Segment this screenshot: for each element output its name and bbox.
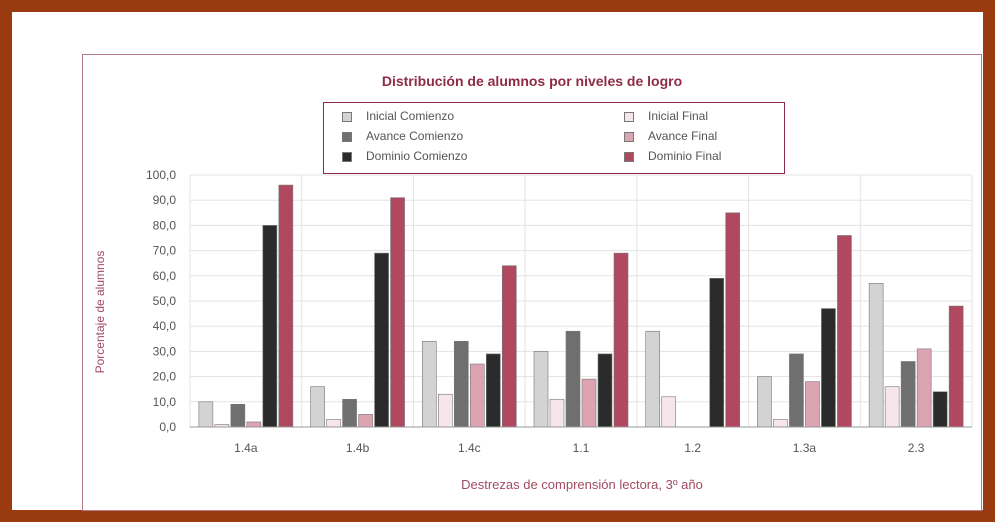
chart-container: Distribución de alumnos por niveles de l…: [82, 54, 982, 511]
x-tick-label: 1.4a: [234, 441, 258, 455]
bar: [661, 396, 677, 428]
y-tick-label: 60,0: [153, 269, 177, 283]
bar: [326, 419, 341, 428]
y-tick-label: 40,0: [153, 319, 177, 333]
bar: [773, 419, 788, 428]
y-tick-label: 80,0: [153, 218, 177, 232]
chart-legend: Inicial Comienzo Avance Comienzo Dominio…: [323, 102, 785, 174]
y-tick-label: 100,0: [146, 168, 176, 182]
page-frame: Distribución de alumnos por niveles de l…: [12, 12, 983, 511]
y-tick-label: 30,0: [153, 344, 177, 358]
bar: [805, 381, 820, 428]
bar: [725, 212, 741, 428]
x-tick-label: 1.2: [684, 441, 701, 455]
bar: [932, 391, 948, 428]
legend-label: Inicial Comienzo: [366, 109, 455, 123]
bar: [374, 252, 389, 428]
legend-item-dominio-final: Dominio Final: [624, 149, 721, 163]
bar: [789, 353, 804, 428]
bar: [390, 197, 405, 428]
y-tick-label: 10,0: [153, 395, 177, 409]
bar: [821, 308, 836, 428]
bar: [453, 341, 469, 428]
legend-swatch-icon: [624, 151, 634, 162]
bar: [645, 330, 661, 428]
legend-item-avance-final: Avance Final: [624, 129, 717, 143]
legend-label: Dominio Comienzo: [366, 149, 468, 163]
bar: [709, 278, 725, 428]
x-tick-label: 1.1: [573, 441, 590, 455]
bar: [533, 351, 549, 428]
bar: [900, 361, 916, 428]
y-tick-label: 20,0: [153, 370, 177, 384]
bar: [230, 404, 246, 428]
bar: [198, 401, 214, 428]
legend-item-inicial-final: Inicial Final: [624, 109, 708, 123]
y-tick-label: 70,0: [153, 244, 177, 258]
bar: [837, 235, 852, 428]
legend-label: Avance Final: [648, 129, 718, 143]
bar: [342, 398, 357, 428]
bar: [597, 353, 613, 428]
bar: [246, 421, 262, 428]
bar: [310, 386, 325, 428]
x-tick-label: 1.3a: [793, 441, 817, 455]
x-tick-label: 1.4b: [346, 441, 370, 455]
bar: [613, 252, 629, 428]
bar: [421, 341, 437, 428]
bar: [358, 414, 373, 428]
y-tick-label: 50,0: [153, 294, 177, 308]
x-tick-label: 1.4c: [458, 441, 481, 455]
legend-swatch-icon: [624, 111, 634, 122]
y-tick-label: 90,0: [153, 193, 177, 207]
bar: [437, 393, 453, 428]
bar: [948, 305, 964, 428]
legend-swatch-icon: [342, 131, 352, 142]
legend-item-inicial-comienzo: Inicial Comienzo: [342, 109, 454, 123]
legend-item-avance-comienzo: Avance Comienzo: [342, 129, 463, 143]
bar: [868, 283, 884, 428]
y-tick-label: 0,0: [159, 420, 176, 434]
bar: [501, 265, 517, 428]
x-axis-label: Destrezas de comprensión lectora, 3º año: [461, 477, 703, 492]
legend-item-dominio-comienzo: Dominio Comienzo: [342, 149, 467, 163]
bar: [581, 378, 597, 428]
legend-label: Inicial Final: [648, 109, 709, 123]
legend-swatch-icon: [342, 111, 352, 122]
bar: [565, 330, 581, 428]
bar-chart-plot: 0,0 10,0 20,0 30,0 40,0 50,0 60,0 70,0 80,0 90,0 1…: [146, 168, 973, 455]
bar: [262, 225, 278, 428]
x-tick-label: 2.3: [908, 441, 925, 455]
legend-swatch-icon: [342, 151, 352, 162]
bar: [278, 184, 294, 428]
legend-label: Avance Comienzo: [366, 129, 464, 143]
bar: [469, 363, 485, 428]
chart-title: Distribución de alumnos por niveles de l…: [381, 73, 683, 89]
bar: [884, 386, 900, 428]
bar: [549, 398, 565, 428]
legend-label: Dominio Final: [648, 149, 722, 163]
bar: [485, 353, 501, 428]
bar: [757, 376, 772, 428]
bar: [916, 348, 932, 428]
legend-swatch-icon: [624, 131, 634, 142]
